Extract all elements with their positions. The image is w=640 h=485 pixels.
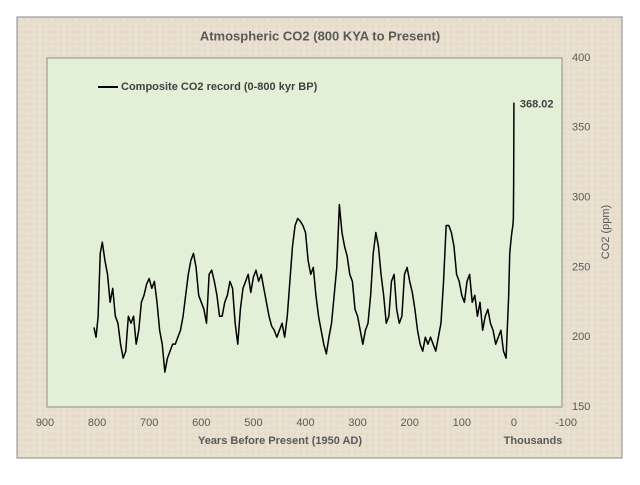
x-tick-label: 100 xyxy=(453,417,471,429)
legend-label: Composite CO2 record (0-800 kyr BP) xyxy=(121,81,318,93)
data-line xyxy=(93,102,515,373)
x-tick-label: -100 xyxy=(555,417,577,429)
data-label: 368.02 xyxy=(520,99,554,111)
y-tick-label: 300 xyxy=(572,192,590,204)
y-tick-label: 350 xyxy=(572,122,590,134)
x-tick-label: 0 xyxy=(511,417,517,429)
x-tick-label: 600 xyxy=(192,417,210,429)
y-tick-label: 400 xyxy=(572,52,590,64)
y-tick-label: 150 xyxy=(572,401,590,413)
x-unit-label: Thousands xyxy=(504,435,563,447)
y-axis-label: CO2 (ppm) xyxy=(600,205,612,259)
x-tick-label: 400 xyxy=(296,417,314,429)
y-tick-label: 250 xyxy=(572,261,590,273)
x-tick-label: 700 xyxy=(140,417,158,429)
y-tick-label: 200 xyxy=(572,331,590,343)
x-tick-label: 900 xyxy=(36,417,54,429)
plot-area xyxy=(46,57,563,408)
x-tick-label: 500 xyxy=(244,417,262,429)
chart-title: Atmospheric CO2 (800 KYA to Present) xyxy=(200,28,440,43)
x-tick-label: 800 xyxy=(88,417,106,429)
x-tick-label: 200 xyxy=(401,417,419,429)
x-tick-label: 300 xyxy=(348,417,366,429)
x-axis-label: Years Before Present (1950 AD) xyxy=(198,435,362,447)
